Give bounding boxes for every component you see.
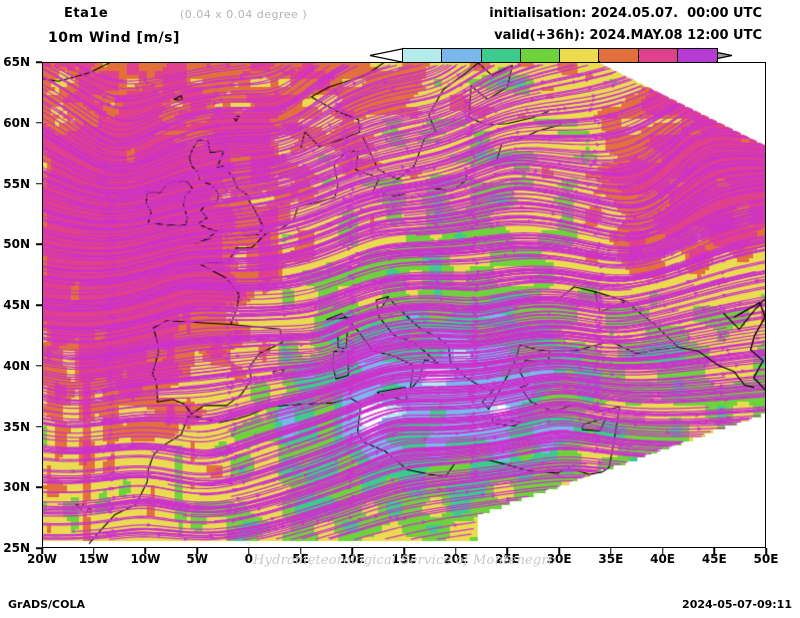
- longitude-tick-label: 30E: [546, 552, 572, 566]
- longitude-tick-mark: [558, 548, 560, 554]
- longitude-tick-label: 10W: [130, 552, 161, 566]
- longitude-tick-mark: [351, 548, 354, 554]
- wind-speed-streamline-map[interactable]: [43, 63, 765, 547]
- longitude-tick-label: 5E: [292, 552, 309, 566]
- latitude-tick-mark: [36, 425, 42, 428]
- model-name: Eta1e: [64, 6, 109, 21]
- latitude-tick-label: 65N: [3, 55, 30, 69]
- longitude-tick-label: 25E: [494, 552, 520, 566]
- latitude-tick-label: 40N: [3, 358, 30, 373]
- valid-time: valid(+36h): 2024.MAY.08 12:00 UTC: [494, 28, 762, 43]
- longitude-tick-mark: [92, 548, 95, 554]
- colorbar-under-arrow-icon: [369, 47, 405, 64]
- longitude-tick-label: 20E: [443, 552, 469, 566]
- longitude-tick-label: 0: [244, 552, 254, 566]
- latitude-tick-mark: [36, 547, 42, 549]
- colorbar-swatch-6: [638, 49, 679, 62]
- longitude-tick-mark: [661, 548, 664, 554]
- colorbar-swatch-3: [520, 49, 561, 62]
- colorbar-swatch-4: [560, 49, 600, 62]
- latitude-tick-mark: [36, 486, 42, 488]
- colorbar-swatch-7: [678, 49, 718, 62]
- longitude-tick-mark: [610, 548, 612, 554]
- latitude-tick-label: 45N: [3, 298, 30, 312]
- longitude-tick-label: 15W: [78, 552, 109, 566]
- longitude-tick-label: 15E: [391, 552, 417, 566]
- longitude-tick-mark: [713, 548, 716, 554]
- variable-title: 10m Wind [m/s]: [48, 30, 180, 46]
- watermark: Hydrometeorological Service of Montenegr…: [253, 553, 556, 568]
- longitude-tick-mark: [299, 548, 302, 554]
- colorbar-swatch-2: [481, 49, 521, 62]
- latitude-tick-label: 60N: [3, 115, 30, 130]
- latitude-tick-label: 35N: [3, 419, 30, 434]
- colorbar-blocks: [402, 48, 719, 63]
- longitude-tick-mark: [196, 548, 198, 554]
- colorbar-swatch-1: [442, 49, 482, 62]
- latitude-tick-mark: [36, 182, 42, 185]
- latitude-tick-mark: [36, 243, 42, 245]
- longitude-tick-mark: [248, 548, 250, 554]
- longitude-tick-label: 10E: [339, 552, 365, 566]
- render-timestamp: 2024-05-07-09:11: [682, 598, 792, 611]
- longitude-tick-mark: [403, 548, 405, 554]
- longitude-tick-label: 40E: [650, 552, 676, 566]
- latitude-tick-label: 25N: [3, 541, 30, 555]
- colorbar-swatch-0: [403, 49, 443, 62]
- initialisation-time: initialisation: 2024.05.07. 00:00 UTC: [489, 6, 762, 21]
- longitude-tick-mark: [454, 548, 457, 554]
- latitude-tick-mark: [36, 61, 42, 63]
- longitude-tick-mark: [41, 548, 43, 554]
- latitude-tick-label: 30N: [3, 480, 30, 495]
- longitude-tick-label: 50E: [753, 552, 779, 566]
- latitude-tick-label: 55N: [3, 176, 30, 191]
- latitude-tick-mark: [36, 304, 42, 306]
- longitude-tick-mark: [506, 548, 509, 554]
- colorbar-swatch-5: [599, 49, 639, 62]
- longitude-tick-label: 45E: [701, 552, 727, 566]
- model-resolution: (0.04 x 0.04 degree ): [180, 8, 308, 21]
- latitude-tick-mark: [36, 122, 42, 124]
- latitude-tick-mark: [36, 365, 42, 367]
- longitude-tick-label: 35E: [598, 552, 624, 566]
- longitude-tick-mark: [144, 548, 147, 554]
- longitude-tick-label: 5W: [186, 552, 208, 566]
- latitude-tick-label: 50N: [3, 237, 30, 252]
- longitude-tick-mark: [765, 548, 767, 554]
- longitude-tick-label: 20W: [27, 552, 57, 566]
- map-plot-area[interactable]: [42, 62, 766, 548]
- software-credit: GrADS/COLA: [8, 598, 85, 611]
